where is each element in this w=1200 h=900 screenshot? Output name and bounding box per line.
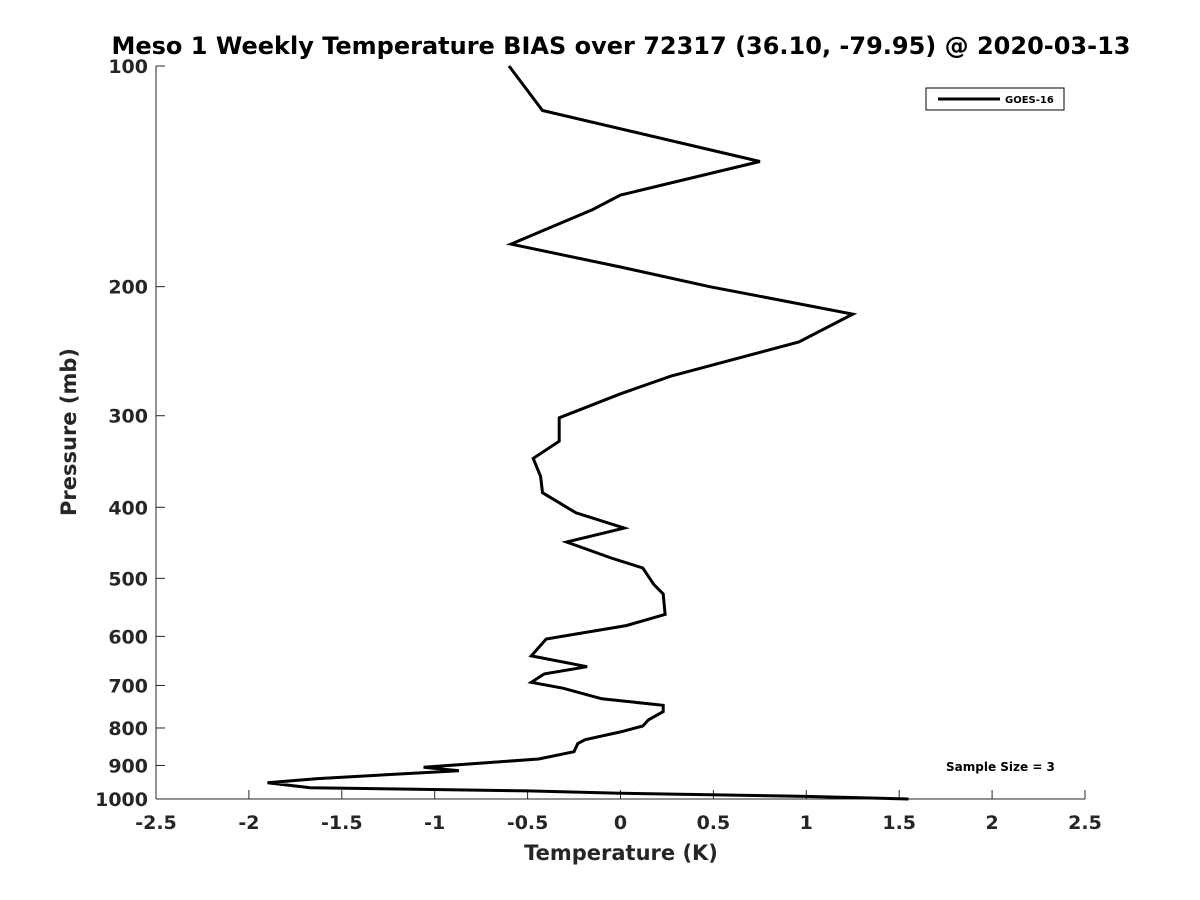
y-tick-label: 1000	[95, 789, 148, 811]
y-tick-label: 800	[108, 718, 148, 740]
y-tick-label: 400	[108, 497, 148, 519]
chart-title: Meso 1 Weekly Temperature BIAS over 7231…	[111, 32, 1130, 60]
y-tick-label: 900	[108, 755, 148, 777]
y-axis-label: Pressure (mb)	[57, 348, 81, 516]
plot-area: -2.5 -2 -1.5 -1 -0.5 0 0.5 1 1.5 2 2.5 100 200 300 400…	[95, 56, 1102, 834]
legend-label-goes-16: GOES-16	[1005, 95, 1054, 106]
legend: GOES-16	[925, 87, 1065, 111]
sample-size-annotation: Sample Size = 3	[946, 760, 1055, 774]
x-tick-label: 1	[800, 812, 813, 834]
y-tick-label: 700	[108, 675, 148, 697]
x-tick-label: -2	[238, 812, 259, 834]
x-tick-label: -1.5	[321, 812, 363, 834]
y-tick-label: 200	[108, 277, 148, 299]
x-tick-label: 0.5	[697, 812, 731, 834]
y-tick-label: 600	[108, 626, 148, 648]
x-tick-label: -2.5	[135, 812, 177, 834]
x-tick-label: 1.5	[882, 812, 916, 834]
x-tick-label: -0.5	[507, 812, 549, 834]
x-tick-label: -1	[424, 812, 445, 834]
series-line-goes-16	[267, 65, 909, 801]
x-tick-label: 2.5	[1068, 812, 1102, 834]
y-tick-label: 100	[108, 56, 148, 78]
x-axis-label: Temperature (K)	[524, 841, 718, 865]
x-tick-label: 0	[614, 812, 627, 834]
y-tick-label: 500	[108, 568, 148, 590]
x-tick-label: 2	[985, 812, 998, 834]
y-tick-label: 300	[108, 406, 148, 428]
